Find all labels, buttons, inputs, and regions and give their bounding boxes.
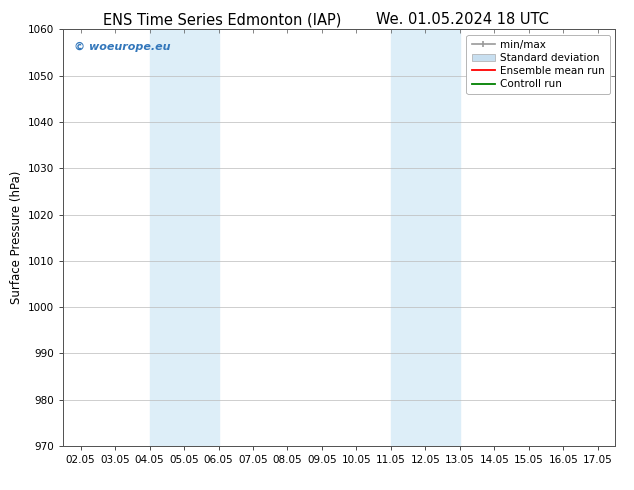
Y-axis label: Surface Pressure (hPa): Surface Pressure (hPa) xyxy=(10,171,23,304)
Text: © woeurope.eu: © woeurope.eu xyxy=(74,42,171,52)
Text: ENS Time Series Edmonton (IAP): ENS Time Series Edmonton (IAP) xyxy=(103,12,341,27)
Legend: min/max, Standard deviation, Ensemble mean run, Controll run: min/max, Standard deviation, Ensemble me… xyxy=(467,35,610,95)
Bar xyxy=(150,29,219,446)
Bar xyxy=(391,29,460,446)
Text: We. 01.05.2024 18 UTC: We. 01.05.2024 18 UTC xyxy=(377,12,549,27)
